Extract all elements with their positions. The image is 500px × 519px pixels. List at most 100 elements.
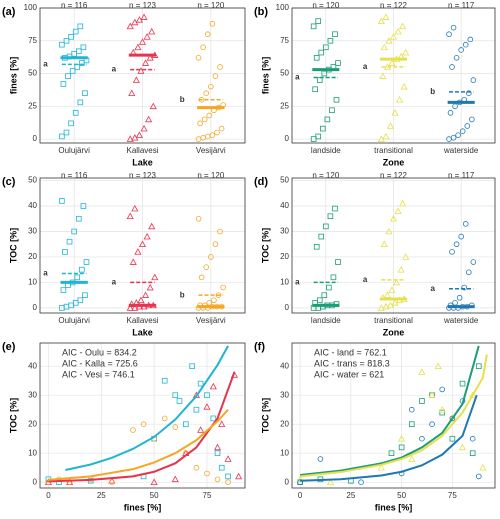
- point: [80, 44, 87, 51]
- x-tick-label: transitional: [374, 146, 413, 155]
- group-letter: b: [180, 290, 185, 299]
- point: [193, 406, 200, 413]
- point: [129, 258, 137, 265]
- point: [126, 212, 134, 220]
- point: [215, 292, 222, 298]
- point: [449, 435, 456, 442]
- point: [143, 232, 151, 240]
- point: [467, 36, 474, 43]
- point: [176, 398, 183, 404]
- y-tick-label: 30: [280, 227, 289, 236]
- point: [235, 472, 243, 480]
- point: [59, 133, 65, 140]
- aic-label: AIC - trans = 818.3: [314, 358, 390, 368]
- y-tick-label: 25: [280, 101, 289, 110]
- point: [449, 415, 456, 422]
- point: [428, 391, 436, 398]
- point: [195, 55, 202, 61]
- point: [470, 259, 477, 265]
- point: [82, 292, 88, 298]
- point: [68, 120, 74, 127]
- point: [74, 274, 81, 281]
- point: [134, 248, 142, 255]
- point: [137, 67, 145, 74]
- point: [214, 129, 220, 136]
- point: [329, 107, 335, 114]
- point: [386, 122, 395, 129]
- point: [450, 134, 457, 141]
- y-tick-label: 20: [280, 419, 289, 428]
- point: [69, 68, 76, 74]
- point: [397, 265, 405, 273]
- point: [399, 199, 407, 207]
- point: [382, 13, 390, 20]
- x-axis-label: Zone: [383, 327, 405, 337]
- y-tick-label: 0: [285, 134, 290, 143]
- point: [400, 82, 408, 90]
- group-letter: a: [43, 269, 48, 278]
- point: [193, 464, 200, 471]
- point: [212, 73, 219, 79]
- point: [213, 443, 222, 451]
- n-label: n = 122: [380, 1, 407, 10]
- point: [402, 48, 410, 56]
- point: [408, 455, 416, 462]
- y-tick-label: 50: [28, 176, 37, 185]
- point: [132, 76, 140, 83]
- point: [389, 215, 398, 222]
- point: [398, 444, 405, 451]
- point: [218, 464, 225, 471]
- x-tick-label: 75: [203, 491, 212, 500]
- point: [217, 228, 223, 235]
- point: [327, 37, 334, 44]
- x-axis-label: fines [%]: [124, 502, 162, 512]
- point: [72, 28, 79, 35]
- point: [183, 421, 189, 427]
- point: [398, 434, 406, 442]
- point: [380, 240, 388, 248]
- point: [130, 427, 136, 433]
- point: [134, 43, 142, 51]
- point: [332, 205, 338, 212]
- point: [206, 112, 213, 119]
- point: [126, 135, 134, 142]
- group-letter: b: [430, 87, 435, 96]
- y-tick-label: 75: [280, 36, 289, 45]
- point: [149, 102, 157, 110]
- point: [439, 409, 446, 416]
- point: [143, 33, 151, 40]
- point: [68, 34, 74, 40]
- point: [71, 228, 77, 235]
- point: [323, 44, 329, 51]
- point: [469, 116, 475, 123]
- point: [382, 302, 390, 310]
- point: [335, 259, 341, 265]
- y-tick-label: 20: [28, 419, 37, 428]
- point: [140, 124, 148, 132]
- x-axis-label: fines [%]: [375, 502, 413, 512]
- y-axis-label: TOC [%]: [8, 228, 18, 263]
- point: [148, 27, 156, 35]
- x-tick-label: transitional: [374, 316, 413, 325]
- plot-border: [39, 342, 246, 489]
- point: [150, 478, 158, 485]
- x-tick-label: 50: [397, 491, 406, 500]
- point: [394, 27, 402, 35]
- point: [208, 83, 214, 90]
- n-label: n = 117: [448, 171, 475, 180]
- plot-area: [40, 343, 245, 488]
- x-tick-label: 50: [150, 491, 159, 500]
- point: [126, 22, 134, 30]
- fit-curve: [48, 409, 229, 481]
- y-tick-label: 50: [28, 69, 37, 78]
- point: [203, 403, 211, 410]
- point: [394, 207, 402, 214]
- point: [208, 254, 214, 260]
- point: [126, 304, 134, 311]
- y-axis-label: fines [%]: [260, 57, 270, 95]
- x-tick-label: 25: [346, 491, 355, 500]
- point: [63, 129, 70, 136]
- point: [138, 38, 147, 45]
- y-tick-label: 40: [28, 361, 37, 370]
